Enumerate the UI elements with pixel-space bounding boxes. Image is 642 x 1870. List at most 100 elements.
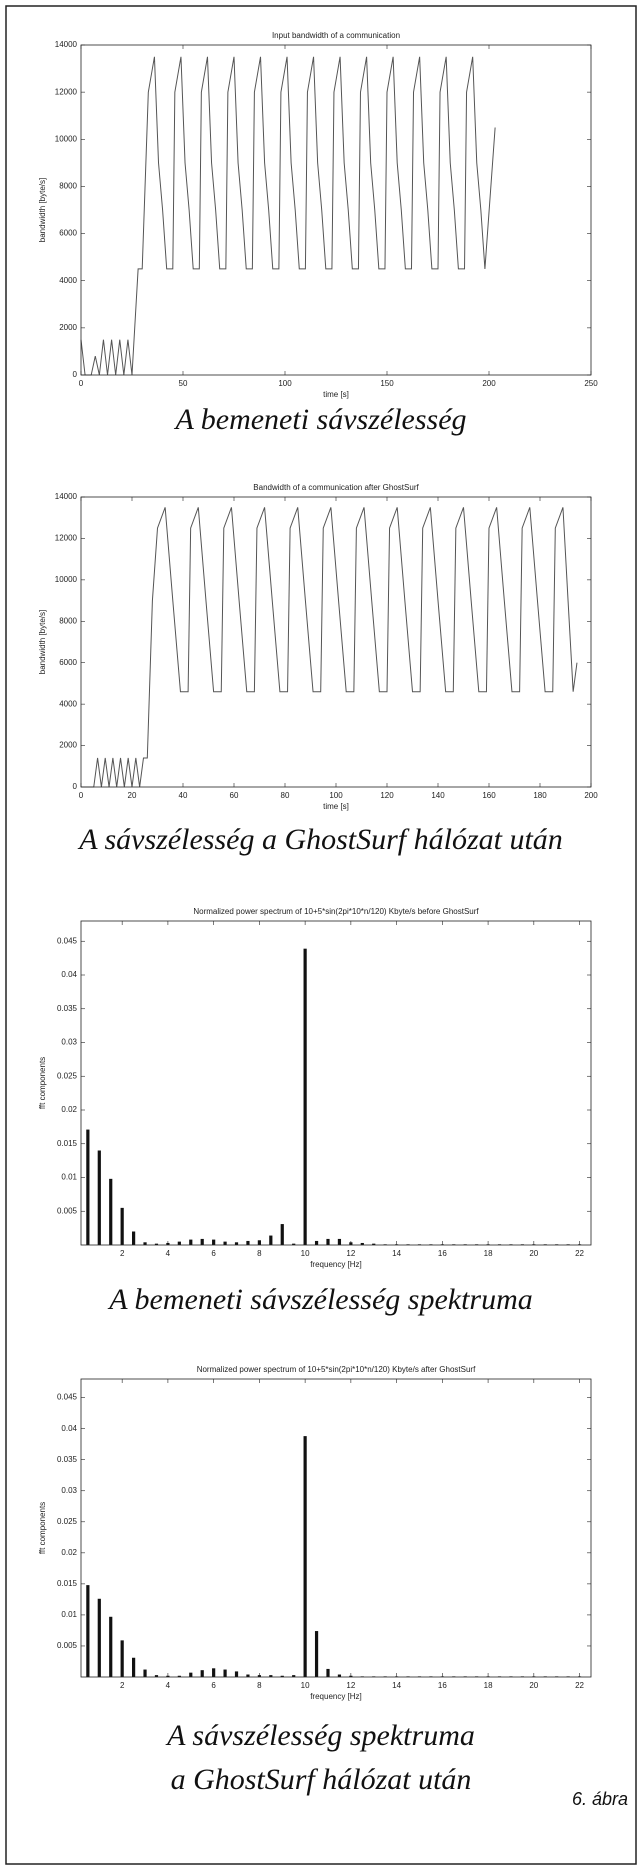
bar	[349, 1675, 353, 1677]
x-tick-label: 16	[438, 1249, 447, 1258]
bar	[269, 1675, 273, 1677]
x-tick-label: 18	[484, 1249, 493, 1258]
x-tick-label: 180	[533, 791, 547, 800]
y-tick-label: 2000	[59, 323, 77, 332]
frame	[5, 5, 637, 1865]
y-axis-label: fft components	[38, 1502, 47, 1554]
y-tick-label: 0.02	[61, 1548, 77, 1557]
y-tick-label: 6000	[59, 658, 77, 667]
bar	[269, 1235, 273, 1245]
y-axis-label: fft components	[38, 1057, 47, 1109]
bar	[246, 1674, 250, 1677]
y-tick-label: 4000	[59, 276, 77, 285]
x-tick-label: 22	[575, 1681, 584, 1690]
chart-title: Normalized power spectrum of 10+5*sin(2p…	[197, 1365, 476, 1374]
y-tick-label: 0.01	[61, 1173, 77, 1182]
y-tick-label: 14000	[55, 40, 78, 49]
bar	[337, 1238, 342, 1245]
y-tick-label: 6000	[59, 229, 77, 238]
data-line	[81, 507, 578, 788]
bar	[189, 1239, 193, 1245]
bar	[86, 1129, 90, 1245]
y-tick-label: 4000	[59, 699, 77, 708]
bar	[132, 1231, 136, 1245]
y-tick-label: 0.02	[61, 1105, 77, 1114]
y-tick-label: 14000	[55, 492, 78, 501]
y-tick-label: 0.005	[57, 1206, 78, 1215]
x-tick-label: 40	[179, 791, 188, 800]
x-axis-label: time [s]	[323, 390, 349, 399]
y-tick-label: 0.01	[61, 1610, 77, 1619]
y-tick-label: 10000	[55, 134, 78, 143]
x-tick-label: 8	[257, 1681, 262, 1690]
bar	[360, 1242, 364, 1245]
bar	[154, 1243, 159, 1245]
y-tick-label: 0.015	[57, 1579, 78, 1588]
bar	[337, 1674, 342, 1677]
x-tick-label: 150	[380, 379, 394, 388]
x-tick-label: 6	[211, 1249, 216, 1258]
x-tick-label: 22	[575, 1249, 584, 1258]
x-tick-label: 50	[179, 379, 188, 388]
x-tick-label: 6	[211, 1681, 216, 1690]
bar	[257, 1675, 261, 1677]
x-tick-label: 12	[346, 1681, 355, 1690]
x-tick-label: 80	[281, 791, 290, 800]
y-tick-label: 0.025	[57, 1071, 78, 1080]
bar	[234, 1671, 239, 1677]
x-tick-label: 0	[79, 379, 84, 388]
figure-label: 6. ábra	[572, 1789, 628, 1809]
y-tick-label: 0.035	[57, 1455, 78, 1464]
x-tick-label: 8	[257, 1249, 262, 1258]
x-tick-label: 14	[392, 1681, 401, 1690]
y-tick-label: 0.005	[57, 1641, 78, 1650]
x-tick-label: 12	[346, 1249, 355, 1258]
x-tick-label: 250	[584, 379, 598, 388]
bar	[120, 1640, 124, 1677]
y-tick-label: 0.035	[57, 1004, 78, 1013]
x-tick-label: 20	[529, 1681, 538, 1690]
bar	[349, 1242, 353, 1245]
bar	[200, 1238, 204, 1245]
x-tick-label: 200	[482, 379, 496, 388]
x-tick-label: 140	[431, 791, 445, 800]
x-tick-label: 4	[166, 1681, 171, 1690]
x-tick-label: 20	[529, 1249, 538, 1258]
x-tick-label: 16	[438, 1681, 447, 1690]
y-tick-label: 0.04	[61, 1424, 77, 1433]
chart-title: Normalized power spectrum of 10+5*sin(2p…	[193, 907, 479, 916]
caption: A bemeneti sávszélesség	[173, 403, 466, 436]
y-tick-label: 0.025	[57, 1517, 78, 1526]
plot-frame	[80, 44, 592, 376]
bar	[189, 1672, 193, 1677]
y-tick-label: 12000	[55, 87, 78, 96]
y-tick-label: 12000	[55, 534, 78, 543]
x-tick-label: 0	[79, 791, 84, 800]
x-axis-label: frequency [Hz]	[310, 1260, 362, 1269]
x-tick-label: 2	[120, 1681, 125, 1690]
bar	[280, 1675, 284, 1677]
y-tick-label: 0.045	[57, 1393, 78, 1402]
y-axis-label: bandwidth [byte/s]	[38, 610, 47, 674]
bar	[143, 1669, 147, 1677]
bar	[177, 1675, 181, 1677]
bar	[132, 1657, 136, 1677]
x-tick-label: 4	[166, 1249, 171, 1258]
y-tick-label: 0.04	[61, 970, 77, 979]
bar	[326, 1238, 330, 1245]
bar	[280, 1224, 284, 1245]
x-tick-label: 18	[484, 1681, 493, 1690]
y-tick-label: 8000	[59, 182, 77, 191]
y-tick-label: 2000	[59, 741, 77, 750]
x-tick-label: 20	[128, 791, 137, 800]
x-axis-label: frequency [Hz]	[310, 1692, 362, 1701]
bar	[223, 1241, 227, 1245]
bar	[326, 1668, 330, 1677]
plot-frame	[80, 1378, 592, 1678]
bar	[292, 1243, 296, 1245]
caption: a GhostSurf hálózat után	[171, 1763, 472, 1796]
data-line	[80, 56, 496, 376]
y-axis-label: bandwidth [byte/s]	[38, 178, 47, 242]
caption: A sávszélesség spektruma	[165, 1719, 475, 1752]
bar	[303, 948, 307, 1245]
